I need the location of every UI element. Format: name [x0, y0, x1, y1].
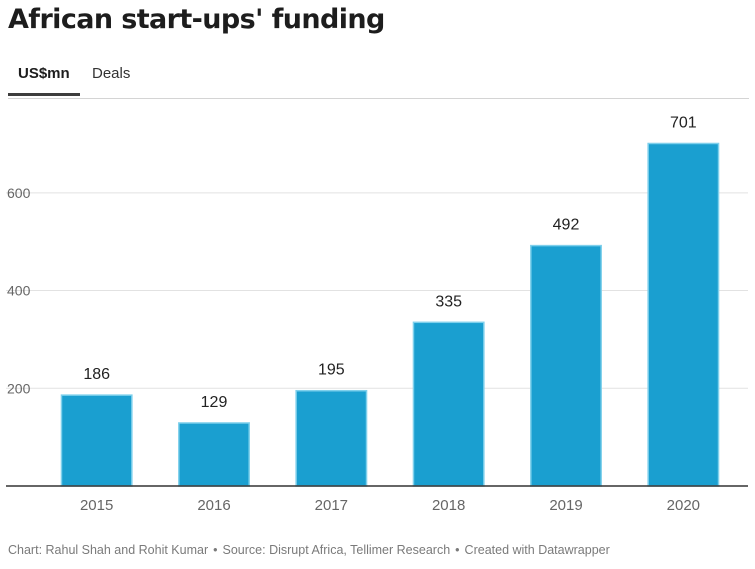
credit-text: Chart: Rahul Shah and Rohit Kumar	[8, 543, 209, 557]
tab-deals[interactable]: Deals	[92, 65, 131, 82]
footer-separator: •	[213, 543, 218, 557]
y-tick-label-600: 600	[7, 185, 31, 201]
bars	[60, 142, 720, 487]
data-label-2015: 186	[83, 366, 110, 383]
x-tick-label-2020: 2020	[667, 497, 700, 514]
x-tick-label-2019: 2019	[549, 497, 582, 514]
x-tick-label-2016: 2016	[197, 497, 230, 514]
y-axis-ticks: 200 400 600	[7, 185, 31, 396]
data-label-2018: 335	[435, 293, 462, 310]
data-label-2019: 492	[553, 217, 580, 234]
x-tick-label-2015: 2015	[80, 497, 113, 514]
bar-2020	[647, 142, 720, 487]
tool-text: Created with Datawrapper	[464, 543, 610, 557]
source-text: Source: Disrupt Africa, Tellimer Researc…	[222, 543, 451, 557]
chart-title: African start-ups' funding	[8, 4, 385, 35]
bar-2019	[530, 244, 602, 487]
x-axis-ticks: 2015 2016 2017 2018 2019 2020	[80, 497, 700, 514]
tab-usd-mn[interactable]: US$mn	[8, 58, 80, 96]
bar-2018	[412, 321, 485, 487]
bar-2017	[295, 389, 368, 487]
tab-bar: US$mn Deals	[8, 58, 749, 99]
data-labels: 186 129 195 335 492 701	[83, 114, 696, 410]
bar-2015	[60, 394, 133, 487]
data-label-2017: 195	[318, 362, 345, 379]
y-tick-label-200: 200	[7, 380, 31, 396]
y-tick-label-400: 400	[7, 283, 31, 299]
data-label-2020: 701	[670, 114, 697, 131]
bar-2016	[178, 422, 250, 487]
data-label-2016: 129	[201, 394, 228, 411]
gridlines	[6, 192, 748, 389]
footer-separator: •	[455, 543, 460, 557]
x-tick-label-2017: 2017	[315, 497, 348, 514]
x-tick-label-2018: 2018	[432, 497, 465, 514]
chart-footer: Chart: Rahul Shah and Rohit Kumar • Source…	[8, 543, 610, 557]
